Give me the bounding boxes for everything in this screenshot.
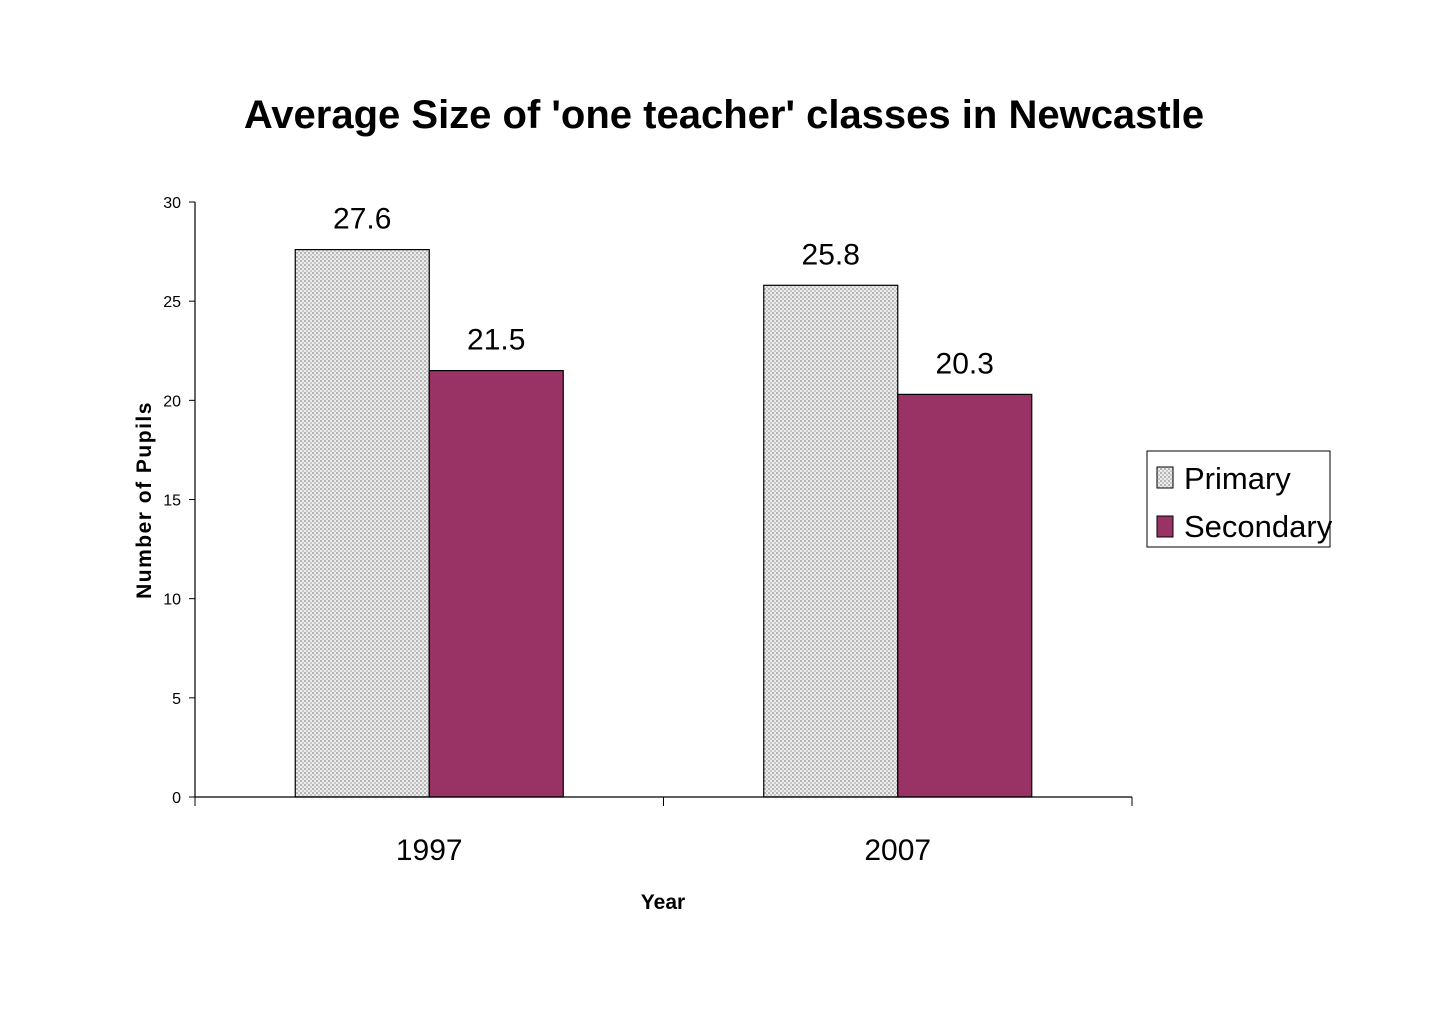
legend-swatch-secondary [1156,515,1174,538]
x-tick-label-1997: 1997 [396,834,463,867]
y-tick-label: 5 [172,691,181,708]
x-tick-label-2007: 2007 [864,834,931,867]
data-label-primary-1997: 27.6 [333,203,391,236]
legend-label-secondary: Secondary [1184,509,1333,544]
legend-box [1146,450,1331,548]
bars-layer [294,249,1033,798]
y-tick-label: 25 [163,294,181,311]
bar-secondary-2007 [897,393,1033,798]
x-ticks: 1997 2007 [194,797,1133,867]
bar-primary-2007 [763,284,899,798]
x-axis-title: Year [641,891,685,914]
legend-swatch-primary [1156,466,1174,489]
legend-label-primary: Primary [1184,461,1291,496]
data-label-secondary-1997: 21.5 [467,324,525,357]
bar-secondary-1997 [428,369,564,798]
y-tick-label: 10 [163,592,181,609]
chart-title: Average Size of 'one teacher' classes in… [244,93,1204,137]
y-ticks: 0 5 10 15 20 25 30 [163,195,195,807]
data-label-primary-2007: 25.8 [802,238,860,271]
legend: Primary Secondary [1146,450,1333,548]
y-tick-label: 30 [163,195,181,212]
y-tick-label: 0 [172,790,181,807]
plot-area: 27.6 21.5 25.8 20.3 0 5 10 15 20 25 30 1997 2007 [163,195,1133,867]
y-tick-label: 20 [163,393,181,410]
bar-primary-1997 [294,249,430,798]
data-label-secondary-2007: 20.3 [936,347,994,380]
data-labels-layer: 27.6 21.5 25.8 20.3 [333,203,994,381]
y-tick-label: 15 [163,493,181,510]
y-axis-title: Number of Pupils [133,401,156,599]
